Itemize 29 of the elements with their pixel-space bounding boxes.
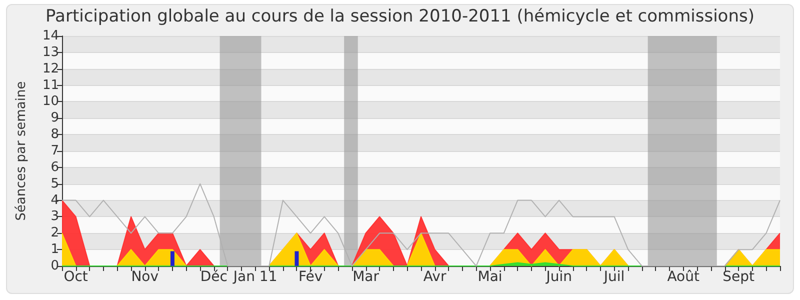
y-tick-label: 8 <box>50 127 59 142</box>
x-tick-label: Mar <box>352 269 380 285</box>
x-tick-label: Juil <box>602 269 625 285</box>
y-tick-label: 9 <box>50 110 59 126</box>
y-tick-label: 7 <box>50 144 59 158</box>
y-tick-label: 5 <box>50 176 59 192</box>
x-tick-label: Nov <box>131 269 159 285</box>
y-tick-label: 13 <box>42 44 59 60</box>
y-tick-label: 12 <box>42 61 59 76</box>
y-tick-label: 4 <box>50 192 59 208</box>
x-tick-label: Juin <box>545 269 572 285</box>
y-tick-label: 10 <box>42 94 59 110</box>
y-axis-title: Séances par semaine <box>14 81 29 221</box>
y-tick-label: 11 <box>42 78 59 93</box>
y-tick-label: 14 <box>42 28 59 44</box>
y-tick-label: 2 <box>50 226 59 241</box>
x-tick-label: Déc <box>200 269 228 285</box>
x-tick-label: Mai <box>478 269 502 285</box>
y-tick-label: 6 <box>50 160 59 175</box>
y-tick-label: 1 <box>50 242 59 258</box>
x-tick-label: Avr <box>423 269 446 285</box>
chart-title: Participation globale au cours de la session 2010-2011 (hémicycle et commissions) <box>46 6 754 26</box>
x-tick-label: Fév <box>298 269 323 285</box>
y-tick-label: 3 <box>50 209 59 224</box>
x-tick-label: Oct <box>64 269 88 285</box>
x-tick-label: Sept <box>722 269 756 285</box>
x-tick-label: Août <box>667 269 700 285</box>
x-tick-label: Jan 11 <box>232 269 278 285</box>
y-tick-label: 0 <box>50 258 59 274</box>
